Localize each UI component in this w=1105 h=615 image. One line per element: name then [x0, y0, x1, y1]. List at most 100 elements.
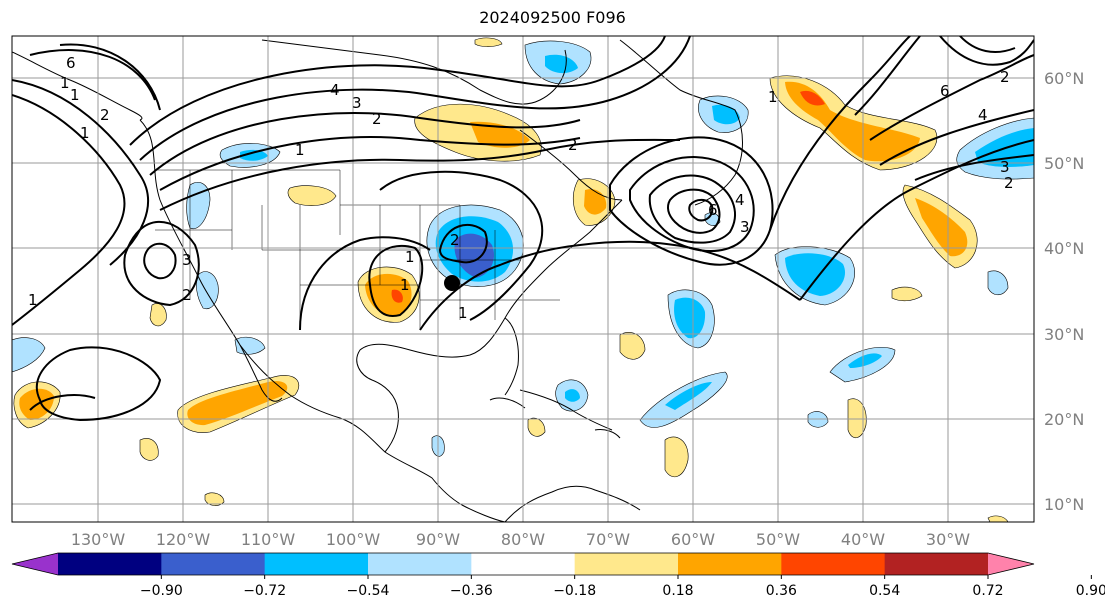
- contour-label: 1: [70, 86, 80, 104]
- anomaly-positive-region: [584, 189, 607, 215]
- lon-label: 120°W: [156, 530, 211, 549]
- contour-label: 2: [450, 231, 460, 249]
- contour-label: 6: [940, 82, 950, 100]
- contour-labels: 6 4 3 2 1 2 6 4 3 2 1 1 2 6 4 3 2 1 1 2 …: [28, 54, 1014, 322]
- lon-label: 130°W: [71, 530, 126, 549]
- contour-label: 1: [400, 276, 410, 294]
- contour-line: [879, 109, 1034, 166]
- colorbar-tick-label: −0.18: [553, 583, 596, 599]
- contour-line: [869, 54, 1034, 141]
- lat-label: 30°N: [1044, 325, 1084, 344]
- colorbar-extend-low: [12, 553, 58, 575]
- contour-label: 2: [1004, 174, 1014, 192]
- anomaly-negative-region: [196, 271, 219, 310]
- anomaly-positive-region: [187, 381, 288, 426]
- colorbar-segment: [471, 553, 576, 575]
- lat-label: 10°N: [1044, 495, 1084, 514]
- contour-label: 2: [100, 106, 110, 124]
- contour-lines: [12, 36, 1034, 422]
- contour-line: [12, 94, 126, 326]
- lon-label: 80°W: [501, 530, 545, 549]
- contour-line: [299, 236, 431, 331]
- contour-label: 1: [768, 88, 778, 106]
- contour-line: [799, 139, 1034, 301]
- contour-label: 4: [978, 106, 988, 124]
- anomaly-positive-region: [474, 37, 503, 47]
- anomaly-negative-region: [785, 253, 846, 296]
- anomaly-positive-region: [847, 398, 867, 438]
- coastlines: [12, 39, 743, 522]
- colorbar-extend-high: [988, 553, 1034, 575]
- contour-label: 1: [295, 141, 305, 159]
- colorbar-tick-label: 0.54: [869, 583, 900, 599]
- contour-line: [769, 36, 911, 231]
- lon-label: 90°W: [416, 530, 460, 549]
- colorbar: −0.90 −0.72 −0.54 −0.36 −0.18 0.18 0.36 0.54 0.7…: [11, 552, 1105, 599]
- lat-label: 50°N: [1044, 154, 1084, 173]
- lon-label: 40°W: [841, 530, 885, 549]
- map-title: 2024092500 F096: [479, 8, 626, 27]
- lon-label: 50°W: [756, 530, 800, 549]
- contour-line: [419, 240, 801, 331]
- contour-label: 3: [740, 218, 750, 236]
- contour-line: [149, 112, 581, 176]
- contour-line: [159, 138, 681, 211]
- latitude-labels: 60°N 50°N 40°N 30°N 20°N 10°N: [1044, 69, 1084, 514]
- longitude-labels: 130°W 120°W 110°W 100°W 90°W 80°W 70°W 6…: [71, 530, 970, 549]
- anomaly-positive-region: [915, 198, 968, 257]
- contour-label: 3: [182, 251, 192, 269]
- lat-label: 20°N: [1044, 410, 1084, 429]
- anomaly-negative-region: [454, 233, 495, 278]
- contour-line: [688, 198, 714, 222]
- contour-line: [959, 36, 1016, 53]
- lat-label: 40°N: [1044, 239, 1084, 258]
- contour-line: [129, 36, 666, 146]
- contour-line: [666, 188, 721, 234]
- contour-line: [35, 346, 162, 422]
- contour-label: 1: [28, 291, 38, 309]
- contour-label: 1: [60, 74, 70, 92]
- gridlines: [12, 36, 1034, 522]
- anomaly-negative-region: [12, 337, 46, 373]
- colorbar-tick-label: 0.72: [972, 583, 1003, 599]
- contour-line: [29, 49, 156, 101]
- anomaly-positive-region: [527, 417, 546, 437]
- location-marker: [444, 275, 460, 291]
- contour-label: 6: [708, 201, 718, 219]
- anomaly-positive-region: [391, 289, 403, 303]
- colorbar-tick-label: −0.54: [347, 583, 390, 599]
- anomaly-negative-region: [665, 382, 712, 410]
- contour-label: 3: [1000, 158, 1010, 176]
- anomaly-positive-region: [287, 185, 337, 206]
- contour-line: [12, 79, 150, 266]
- anomaly-negative-region: [545, 54, 578, 74]
- anomaly-positive-region: [619, 331, 646, 360]
- colorbar-tick-label: −0.36: [450, 583, 493, 599]
- lon-label: 60°W: [671, 530, 715, 549]
- colorbar-segment: [368, 553, 472, 575]
- contour-line: [59, 43, 161, 111]
- anomaly-positive-region: [891, 286, 923, 302]
- contour-line: [123, 220, 200, 307]
- anomaly-positive-region: [139, 438, 159, 461]
- contour-line: [379, 170, 544, 321]
- contour-line: [143, 242, 177, 280]
- anomaly-negative-region: [240, 149, 268, 161]
- contour-line: [629, 156, 755, 252]
- contour-label: 3: [352, 94, 362, 112]
- contour-label: 2: [568, 136, 578, 154]
- colorbar-tick-label: 0.18: [662, 583, 693, 599]
- contour-label: 2: [1000, 68, 1010, 86]
- colorbar-segment: [884, 553, 989, 575]
- colorbar-outline: [11, 552, 1035, 576]
- map-frame: [11, 35, 1035, 523]
- lat-label: 60°N: [1044, 69, 1084, 88]
- colorbar-tick-label: 0.36: [766, 583, 797, 599]
- colorbar-segment: [678, 553, 782, 575]
- anomaly-positive-region: [470, 121, 530, 148]
- colorbar-segment: [161, 553, 266, 575]
- colorbar-tick-label: −0.72: [243, 583, 286, 599]
- contour-line: [29, 394, 96, 411]
- lon-label: 100°W: [326, 530, 381, 549]
